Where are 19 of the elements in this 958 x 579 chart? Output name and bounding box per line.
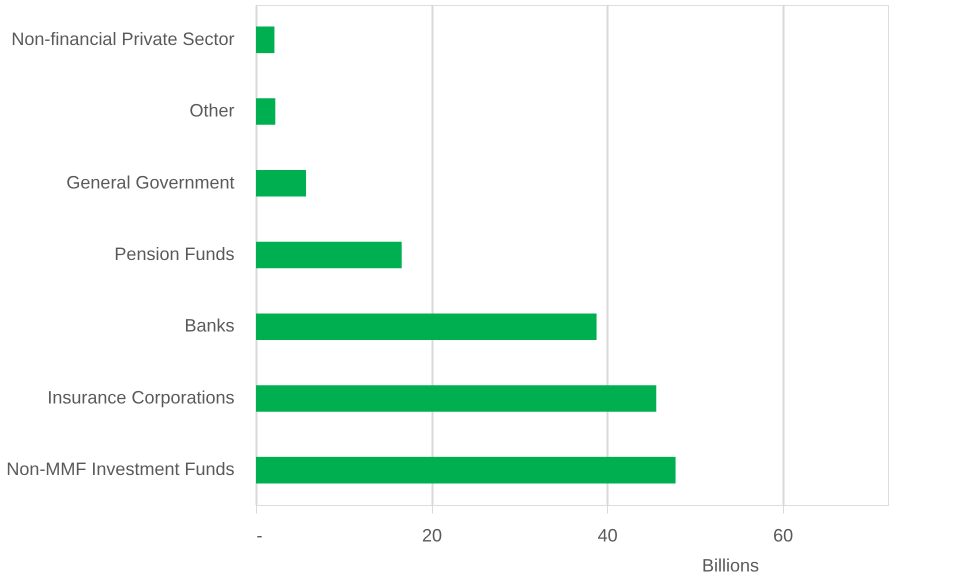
bar — [256, 456, 676, 484]
x-axis-title: Billions — [702, 556, 760, 576]
y-tick-label: Other — [189, 100, 234, 121]
bar — [256, 385, 656, 412]
y-tick-label: Non-financial Private Sector — [11, 28, 234, 49]
bar — [256, 26, 274, 54]
bar — [256, 313, 597, 340]
y-tick-label: General Government — [66, 172, 234, 192]
y-tick-label: Banks — [184, 316, 234, 336]
bar — [256, 98, 276, 125]
x-tick-label: 20 — [422, 526, 442, 546]
y-tick-label: Insurance Corporations — [47, 387, 234, 408]
x-tick-label: - — [256, 526, 262, 546]
y-tick-label: Non-MMF Investment Funds — [6, 459, 234, 480]
bar — [256, 242, 402, 268]
y-tick-label: Pension Funds — [114, 244, 234, 264]
x-tick-label: 60 — [773, 526, 794, 546]
x-tick-label: 40 — [598, 526, 618, 546]
bar — [256, 170, 306, 197]
